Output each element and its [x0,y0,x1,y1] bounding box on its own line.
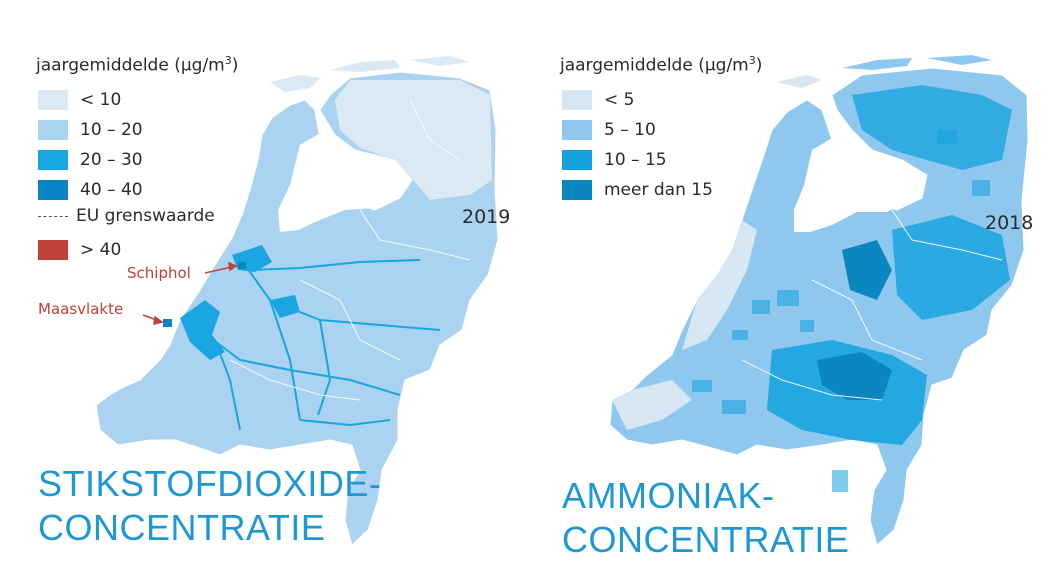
legend-swatch [38,150,68,170]
legend-item: 5 – 10 [562,120,656,140]
legend-title: jaargemiddelde (μg/m3) [560,54,763,76]
legend-item: 10 – 15 [562,150,667,170]
legend-item: 40 – 40 [38,180,143,200]
legend-item-over40: > 40 [38,240,121,260]
no2-map [95,56,499,546]
nh3-panel: jaargemiddelde (μg/m3) < 5 5 – 10 10 – 1… [532,0,1064,569]
map-title: AMMONIAK- CONCENTRATIE [562,475,850,560]
maasvlakte-label: Maasvlakte [38,300,124,318]
legend-item-eu: EU grenswaarde [38,206,215,226]
legend-swatch [562,150,592,170]
year-label: 2018 [985,212,1034,234]
legend-item: 10 – 20 [38,120,143,140]
legend-swatch [562,90,592,110]
legend-item: < 5 [562,90,634,110]
schiphol-label: Schiphol [127,264,191,282]
legend-swatch [38,120,68,140]
dashed-line-icon [38,206,68,226]
legend-item: 20 – 30 [38,150,143,170]
maasvlakte-marker [163,319,172,327]
legend-swatch [562,180,592,200]
legend-swatch [38,180,68,200]
legend-item: meer dan 15 [562,180,713,200]
nh3-map [609,55,1029,546]
map-title: STIKSTOFDIOXIDE- CONCENTRATIE [38,463,382,548]
year-label: 2019 [462,206,511,228]
no2-panel: jaargemiddelde (μg/m3) < 10 10 – 20 20 –… [36,54,511,548]
legend-item: < 10 [38,90,121,110]
legend-swatch [38,90,68,110]
legend-title: jaargemiddelde (μg/m3) [36,54,239,76]
schiphol-marker [238,262,246,269]
legend-swatch [562,120,592,140]
legend-swatch [38,240,68,260]
